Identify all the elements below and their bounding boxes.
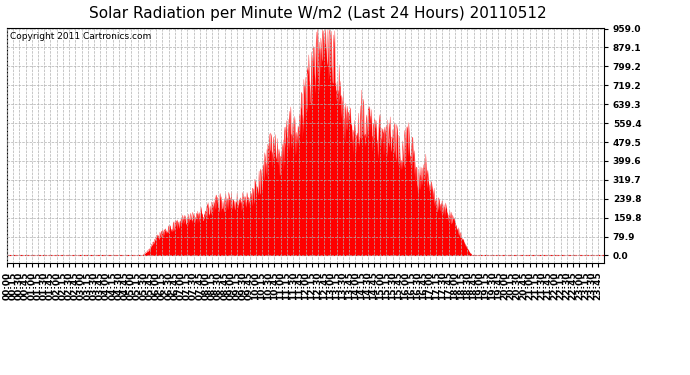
Text: Solar Radiation per Minute W/m2 (Last 24 Hours) 20110512: Solar Radiation per Minute W/m2 (Last 24… xyxy=(88,6,546,21)
Text: Copyright 2011 Cartronics.com: Copyright 2011 Cartronics.com xyxy=(10,32,151,40)
